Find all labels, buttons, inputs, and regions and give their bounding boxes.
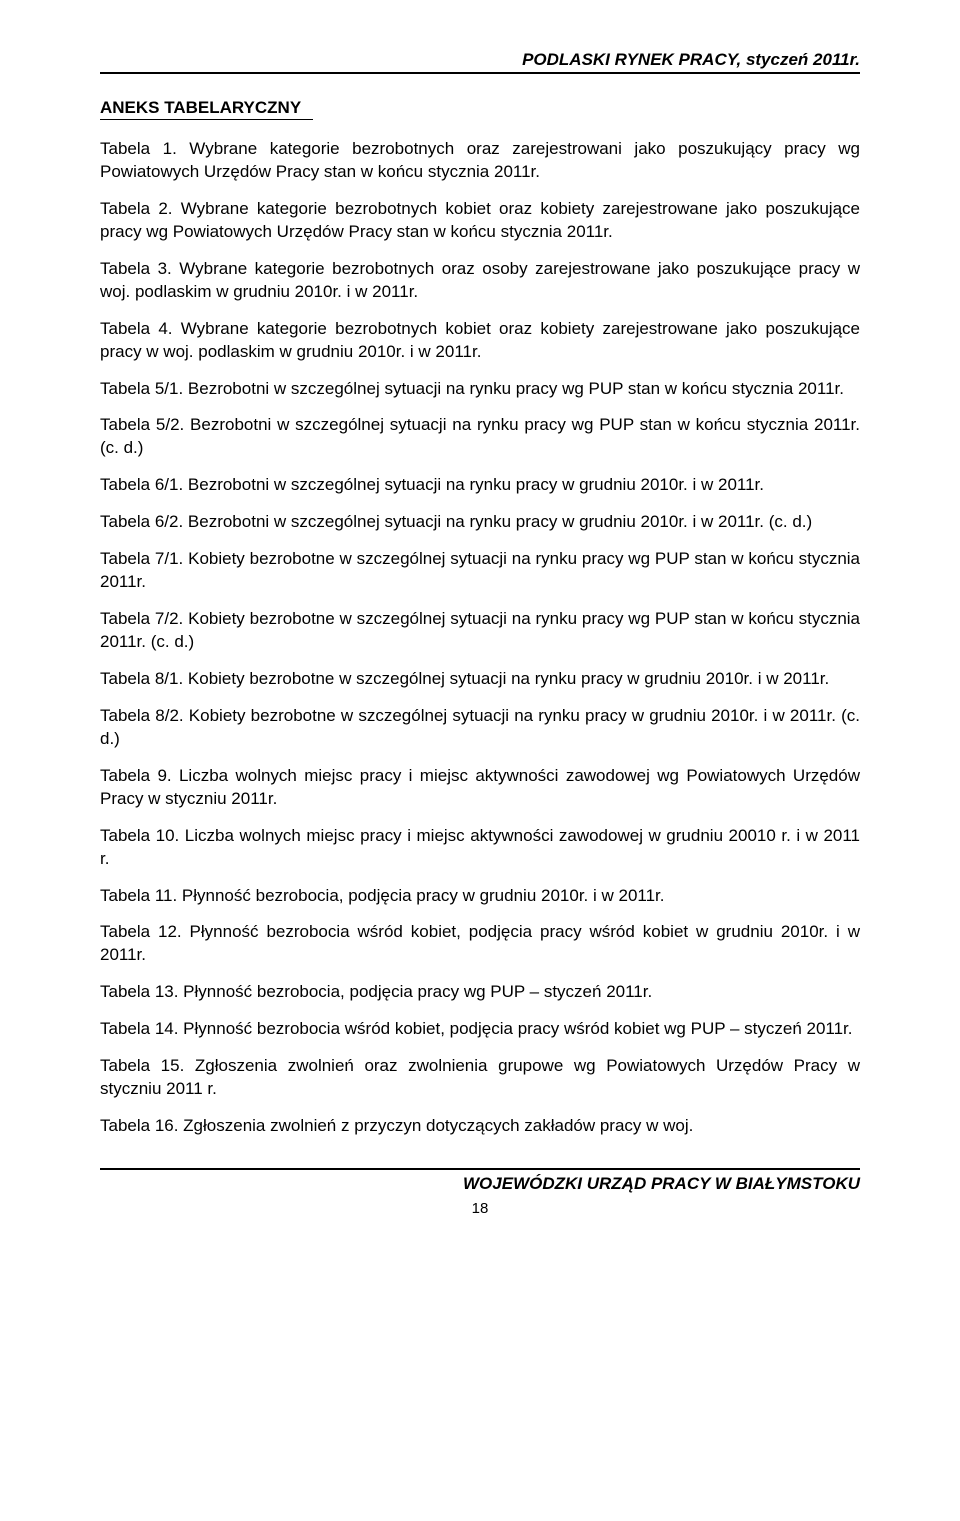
table-entry: Tabela 8/1. Kobiety bezrobotne w szczegó… bbox=[100, 668, 860, 691]
table-entry: Tabela 5/1. Bezrobotni w szczególnej syt… bbox=[100, 378, 860, 401]
table-entry: Tabela 12. Płynność bezrobocia wśród kob… bbox=[100, 921, 860, 967]
table-entry: Tabela 1. Wybrane kategorie bezrobotnych… bbox=[100, 138, 860, 184]
table-entry: Tabela 13. Płynność bezrobocia, podjęcia… bbox=[100, 981, 860, 1004]
table-entry: Tabela 15. Zgłoszenia zwolnień oraz zwol… bbox=[100, 1055, 860, 1101]
table-entry: Tabela 11. Płynność bezrobocia, podjęcia… bbox=[100, 885, 860, 908]
table-entry: Tabela 5/2. Bezrobotni w szczególnej syt… bbox=[100, 414, 860, 460]
table-entry: Tabela 3. Wybrane kategorie bezrobotnych… bbox=[100, 258, 860, 304]
document-page: PODLASKI RYNEK PRACY, styczeń 2011r. ANE… bbox=[0, 0, 960, 1257]
table-entry: Tabela 4. Wybrane kategorie bezrobotnych… bbox=[100, 318, 860, 364]
page-number: 18 bbox=[100, 1200, 860, 1217]
section-title: ANEKS TABELARYCZNY bbox=[100, 98, 313, 120]
table-entry: Tabela 9. Liczba wolnych miejsc pracy i … bbox=[100, 765, 860, 811]
entries-list: Tabela 1. Wybrane kategorie bezrobotnych… bbox=[100, 138, 860, 1138]
page-header: PODLASKI RYNEK PRACY, styczeń 2011r. bbox=[100, 50, 860, 74]
table-entry: Tabela 7/1. Kobiety bezrobotne w szczegó… bbox=[100, 548, 860, 594]
section-title-wrap: ANEKS TABELARYCZNY bbox=[100, 98, 860, 138]
page-footer: WOJEWÓDZKI URZĄD PRACY W BIAŁYMSTOKU bbox=[100, 1168, 860, 1194]
table-entry: Tabela 14. Płynność bezrobocia wśród kob… bbox=[100, 1018, 860, 1041]
table-entry: Tabela 10. Liczba wolnych miejsc pracy i… bbox=[100, 825, 860, 871]
table-entry: Tabela 2. Wybrane kategorie bezrobotnych… bbox=[100, 198, 860, 244]
table-entry: Tabela 6/2. Bezrobotni w szczególnej syt… bbox=[100, 511, 860, 534]
table-entry: Tabela 8/2. Kobiety bezrobotne w szczegó… bbox=[100, 705, 860, 751]
table-entry: Tabela 6/1. Bezrobotni w szczególnej syt… bbox=[100, 474, 860, 497]
table-entry: Tabela 7/2. Kobiety bezrobotne w szczegó… bbox=[100, 608, 860, 654]
table-entry: Tabela 16. Zgłoszenia zwolnień z przyczy… bbox=[100, 1115, 860, 1138]
